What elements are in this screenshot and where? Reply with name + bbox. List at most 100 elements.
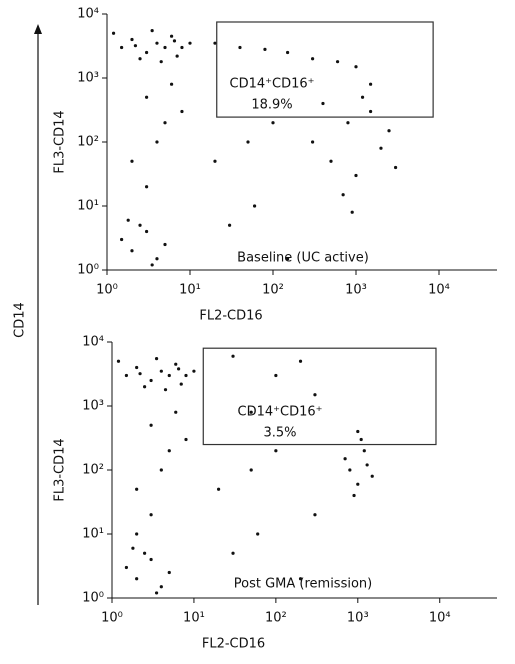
event-dot <box>155 140 159 144</box>
event-dot <box>144 229 149 234</box>
event-dot <box>138 223 142 227</box>
event-dot <box>167 373 171 378</box>
shared-axis-label: CD14 <box>13 302 28 338</box>
event-dot <box>387 129 391 133</box>
event-dot <box>350 210 354 214</box>
event-dot <box>329 159 333 163</box>
event-dot <box>167 449 171 453</box>
x-tick-label: 10⁴ <box>428 283 450 298</box>
event-dot <box>133 44 138 48</box>
event-dot <box>149 378 153 383</box>
event-dot <box>365 463 369 467</box>
event-dot <box>227 223 232 227</box>
event-dot <box>213 41 217 45</box>
x-tick-label: 10⁰ <box>101 611 123 626</box>
event-dot <box>246 140 250 144</box>
event-dot <box>155 257 159 261</box>
event-dot <box>348 468 352 472</box>
x-tick-label: 10¹ <box>183 611 205 626</box>
event-dot <box>263 47 267 51</box>
event-dot <box>343 457 347 461</box>
event-dot <box>216 487 221 491</box>
event-dot <box>130 159 134 163</box>
x-tick-label: 10³ <box>347 611 369 626</box>
y-tick-label: 10³ <box>77 71 99 86</box>
event-dot <box>256 532 260 536</box>
event-dot <box>126 218 130 222</box>
event-dot <box>138 57 142 61</box>
event-dot <box>298 577 303 581</box>
event-dot <box>274 373 278 378</box>
event-dot <box>143 551 147 555</box>
event-dot <box>213 159 217 163</box>
event-dot <box>154 357 159 361</box>
event-dot <box>180 45 184 50</box>
gate-percent: 3.5% <box>263 426 296 441</box>
event-dot <box>346 121 350 125</box>
event-dot <box>159 585 163 589</box>
event-dot <box>135 487 139 491</box>
event-dot <box>159 468 163 472</box>
y-tick-label: 10⁰ <box>77 263 99 278</box>
event-dot <box>184 437 188 442</box>
event-dot <box>341 193 345 197</box>
panel-annotation: Baseline (UC active) <box>237 251 369 266</box>
event-dot <box>163 242 167 247</box>
event-dot <box>231 354 235 358</box>
event-dot <box>249 410 253 414</box>
event-dot <box>144 185 149 189</box>
event-dot <box>135 365 139 370</box>
event-dot <box>286 50 290 55</box>
event-dot <box>298 359 303 363</box>
event-dot <box>169 34 174 38</box>
event-dot <box>192 369 196 373</box>
event-dot <box>169 82 174 86</box>
y-tick-label: 10⁴ <box>82 335 104 350</box>
event-dot <box>310 57 315 61</box>
event-dot <box>138 372 142 376</box>
event-dot <box>150 263 154 267</box>
x-axis-label: FL2-CD16 <box>199 309 262 324</box>
event-dot <box>149 423 153 427</box>
event-dot <box>143 385 147 389</box>
gate-percent: 18.9% <box>251 98 292 113</box>
event-dot <box>130 249 134 253</box>
gate-label: CD14⁺CD16⁺ <box>238 405 323 420</box>
event-dot <box>274 449 278 453</box>
event-dot <box>231 551 235 555</box>
event-dot <box>252 204 257 208</box>
event-dot <box>313 393 317 397</box>
event-dot <box>369 82 373 86</box>
event-dot <box>124 565 129 570</box>
event-dot <box>313 513 317 517</box>
x-tick-label: 10¹ <box>179 283 201 298</box>
event-dot <box>321 101 325 106</box>
event-dot <box>174 362 178 366</box>
event-dot <box>352 493 356 498</box>
event-dot <box>149 513 153 517</box>
event-dot <box>179 382 183 386</box>
event-dot <box>150 29 154 33</box>
event-dot <box>149 557 153 562</box>
event-dot <box>360 95 365 99</box>
event-dot <box>163 121 167 125</box>
event-dot <box>356 429 360 434</box>
event-dot <box>159 60 163 64</box>
event-dot <box>379 146 383 150</box>
y-tick-label: 10² <box>77 135 99 150</box>
event-dot <box>310 140 315 144</box>
event-dot <box>167 570 171 575</box>
event-dot <box>362 449 366 453</box>
event-dot <box>335 60 340 64</box>
y-tick-label: 10² <box>82 463 104 478</box>
event-dot <box>144 50 149 55</box>
event-dot <box>111 31 116 35</box>
event-dot <box>370 474 374 478</box>
x-axis-label: FL2-CD16 <box>202 637 265 652</box>
event-dot <box>124 373 129 378</box>
event-dot <box>120 237 124 242</box>
event-dot <box>393 165 398 170</box>
event-dot <box>238 45 242 50</box>
y-tick-label: 10¹ <box>77 199 99 214</box>
